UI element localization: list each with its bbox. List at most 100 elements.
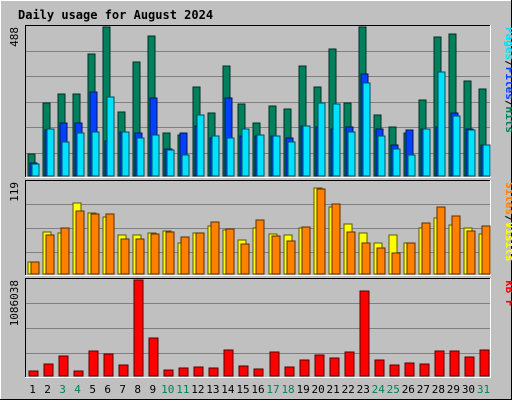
x-tick-label: 11 [176, 383, 189, 396]
x-tick-label: 7 [119, 383, 126, 396]
bar-sites-day-5 [90, 213, 100, 275]
bar-pages-day-14 [226, 137, 235, 177]
bar-sites-day-2 [45, 234, 55, 275]
bar-pages-day-9 [151, 134, 160, 177]
legend-item: / [503, 215, 512, 222]
bar-kb-f-day-8 [133, 279, 144, 377]
x-tick-label: 19 [296, 383, 309, 396]
bar-kb-f-day-17 [269, 351, 280, 377]
bar-kb-f-day-3 [58, 355, 69, 377]
x-tick-label: 12 [191, 383, 204, 396]
bar-pages-day-22 [347, 131, 356, 177]
x-tick-label: 30 [462, 383, 475, 396]
bar-pages-day-27 [422, 128, 431, 177]
x-tick-label: 22 [342, 383, 355, 396]
bar-sites-day-25 [391, 252, 401, 275]
x-tick-label: 5 [89, 383, 96, 396]
legend-item: / [503, 100, 512, 107]
bar-kb-f-day-4 [73, 370, 84, 377]
bar-kb-f-day-27 [419, 363, 430, 377]
panel-hits-files-pages: 488 Pages/Files/Hits [8, 25, 512, 178]
bar-pages-day-1 [31, 163, 40, 177]
bar-pages-day-6 [106, 96, 115, 177]
x-tick-label: 8 [134, 383, 141, 396]
bar-sites-day-28 [436, 206, 446, 275]
bar-sites-day-15 [240, 243, 250, 275]
bar-sites-day-13 [210, 221, 220, 275]
x-tick-label: 15 [236, 383, 249, 396]
bar-sites-day-26 [406, 242, 416, 275]
x-tick-label: 9 [149, 383, 156, 396]
bar-sites-day-22 [346, 231, 356, 275]
x-tick-label: 28 [432, 383, 445, 396]
bar-sites-day-9 [150, 233, 160, 275]
x-tick-label: 20 [312, 383, 325, 396]
bar-pages-day-2 [46, 128, 55, 177]
bar-sites-day-6 [105, 213, 115, 275]
bar-sites-day-17 [271, 235, 281, 275]
bar-kb-f-day-16 [253, 368, 264, 377]
bar-kb-f-day-30 [464, 356, 475, 377]
panel-visits-sites: 119 Sites/Visits [8, 180, 512, 276]
bar-pages-day-19 [302, 125, 311, 177]
x-tick-label: 25 [387, 383, 400, 396]
bar-kb-f-day-19 [299, 359, 310, 377]
bar-pages-day-30 [467, 129, 476, 177]
bar-pages-day-26 [407, 154, 416, 177]
legend-hits-files-pages: Pages/Files/Hits [503, 27, 512, 133]
chart-title: Daily usage for August 2024 [18, 8, 213, 22]
y-max-label: 488 [8, 27, 21, 47]
legend-item: Visits [503, 222, 512, 262]
bar-kb-f-day-31 [479, 349, 490, 377]
bar-pages-day-20 [317, 102, 326, 177]
bar-kb-f-day-15 [238, 365, 249, 377]
bar-kb-f-day-5 [88, 350, 99, 377]
bar-kb-f-day-22 [344, 351, 355, 377]
bar-pages-day-21 [332, 103, 341, 177]
bar-sites-day-29 [451, 215, 461, 275]
bar-kb-f-day-23 [359, 290, 370, 377]
legend-visits-sites: Sites/Visits [503, 182, 512, 262]
x-tick-label: 17 [266, 383, 279, 396]
x-tick-label: 29 [447, 383, 460, 396]
bar-sites-day-20 [316, 188, 326, 275]
bar-pages-day-16 [256, 134, 265, 177]
bar-pages-day-24 [377, 135, 386, 177]
bar-kb-f-day-25 [389, 364, 400, 377]
bar-sites-day-31 [481, 225, 491, 275]
bar-kb-f-day-28 [434, 350, 445, 377]
bar-pages-day-17 [272, 135, 281, 177]
bar-kb-f-day-7 [118, 364, 129, 377]
bar-sites-day-19 [301, 226, 311, 275]
x-tick-label: 21 [327, 383, 340, 396]
x-tick-label: 24 [372, 383, 386, 396]
legend-item: Sites [503, 182, 512, 215]
bar-sites-day-27 [421, 222, 431, 275]
bar-kb-f-day-20 [314, 354, 325, 377]
bar-kb-f-day-26 [404, 362, 415, 377]
bar-pages-day-12 [196, 114, 205, 177]
x-tick-label: 31 [477, 383, 490, 396]
bar-kb-f-day-11 [178, 367, 189, 377]
legend-item: kB F [503, 280, 512, 307]
bar-pages-day-15 [241, 128, 250, 177]
x-tick-label: 26 [402, 383, 415, 396]
x-axis-day-labels: 1 2 3 4 5 6 7 8 9 10 11 12 13 14 15 16 17 18 19 20 21 22 23 24 2… [29, 383, 490, 396]
y-max-label: 1086038 [8, 280, 21, 326]
x-tick-label: 10 [161, 383, 174, 396]
bar-kb-f-day-13 [208, 367, 219, 377]
legend-item: Hits [503, 107, 512, 134]
bar-sites-day-14 [225, 228, 235, 275]
bar-pages-day-10 [166, 149, 175, 177]
legend-item: / [503, 60, 512, 67]
x-tick-label: 14 [221, 383, 235, 396]
bar-kb-f-day-10 [163, 369, 174, 377]
bar-sites-day-11 [180, 236, 190, 275]
bar-kb-f-day-18 [284, 366, 295, 377]
bar-sites-day-1 [30, 261, 40, 275]
bar-pages-day-7 [121, 131, 130, 177]
bar-pages-day-25 [392, 148, 401, 177]
bar-kb-f-day-24 [374, 359, 385, 377]
